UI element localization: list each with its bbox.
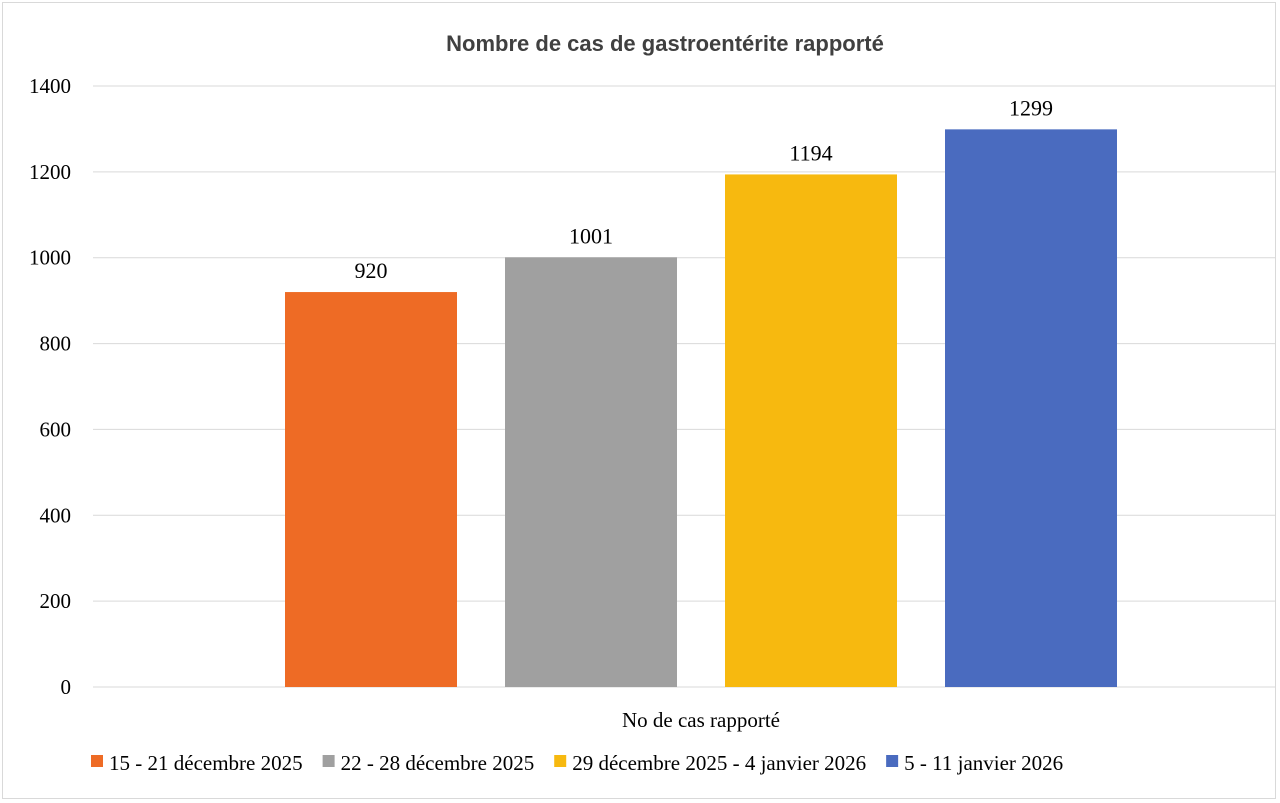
bar xyxy=(285,292,457,687)
legend-swatch xyxy=(886,755,899,767)
data-label: 1001 xyxy=(569,223,613,248)
data-label: 1194 xyxy=(789,140,832,165)
y-tick-label: 1000 xyxy=(29,246,71,270)
y-tick-label: 600 xyxy=(40,417,72,441)
y-tick-label: 1200 xyxy=(29,160,71,184)
legend-swatch xyxy=(554,755,567,767)
y-tick-label: 1400 xyxy=(29,74,71,98)
bars xyxy=(285,129,1117,687)
data-label: 1299 xyxy=(1009,95,1053,120)
y-tick-label: 0 xyxy=(61,675,72,699)
bar xyxy=(945,129,1117,687)
legend: 15 - 21 décembre 2025 22 - 28 décembre 20… xyxy=(91,751,1063,775)
data-labels: 920 1001 1194 1299 xyxy=(355,95,1054,283)
y-tick-label: 400 xyxy=(40,503,72,527)
legend-label: 15 - 21 décembre 2025 xyxy=(109,751,303,775)
bar xyxy=(505,257,677,687)
legend-label: 5 - 11 janvier 2026 xyxy=(904,751,1063,775)
y-axis-tick-labels: 0 200 400 600 800 1000 1200 1400 xyxy=(29,74,71,699)
legend-label: 22 - 28 décembre 2025 xyxy=(341,751,535,775)
y-tick-label: 200 xyxy=(40,589,72,613)
x-axis-title: No de cas rapporté xyxy=(622,708,780,732)
data-label: 920 xyxy=(355,258,388,283)
legend-swatch xyxy=(322,755,335,767)
bar xyxy=(725,174,897,687)
y-tick-label: 800 xyxy=(40,332,72,356)
legend-swatch xyxy=(91,755,103,767)
chart-title: Nombre de cas de gastroentérite rapporté xyxy=(446,31,884,56)
bar-chart: Nombre de cas de gastroentérite rapporté… xyxy=(29,31,1275,775)
legend-label: 29 décembre 2025 - 4 janvier 2026 xyxy=(572,751,866,775)
